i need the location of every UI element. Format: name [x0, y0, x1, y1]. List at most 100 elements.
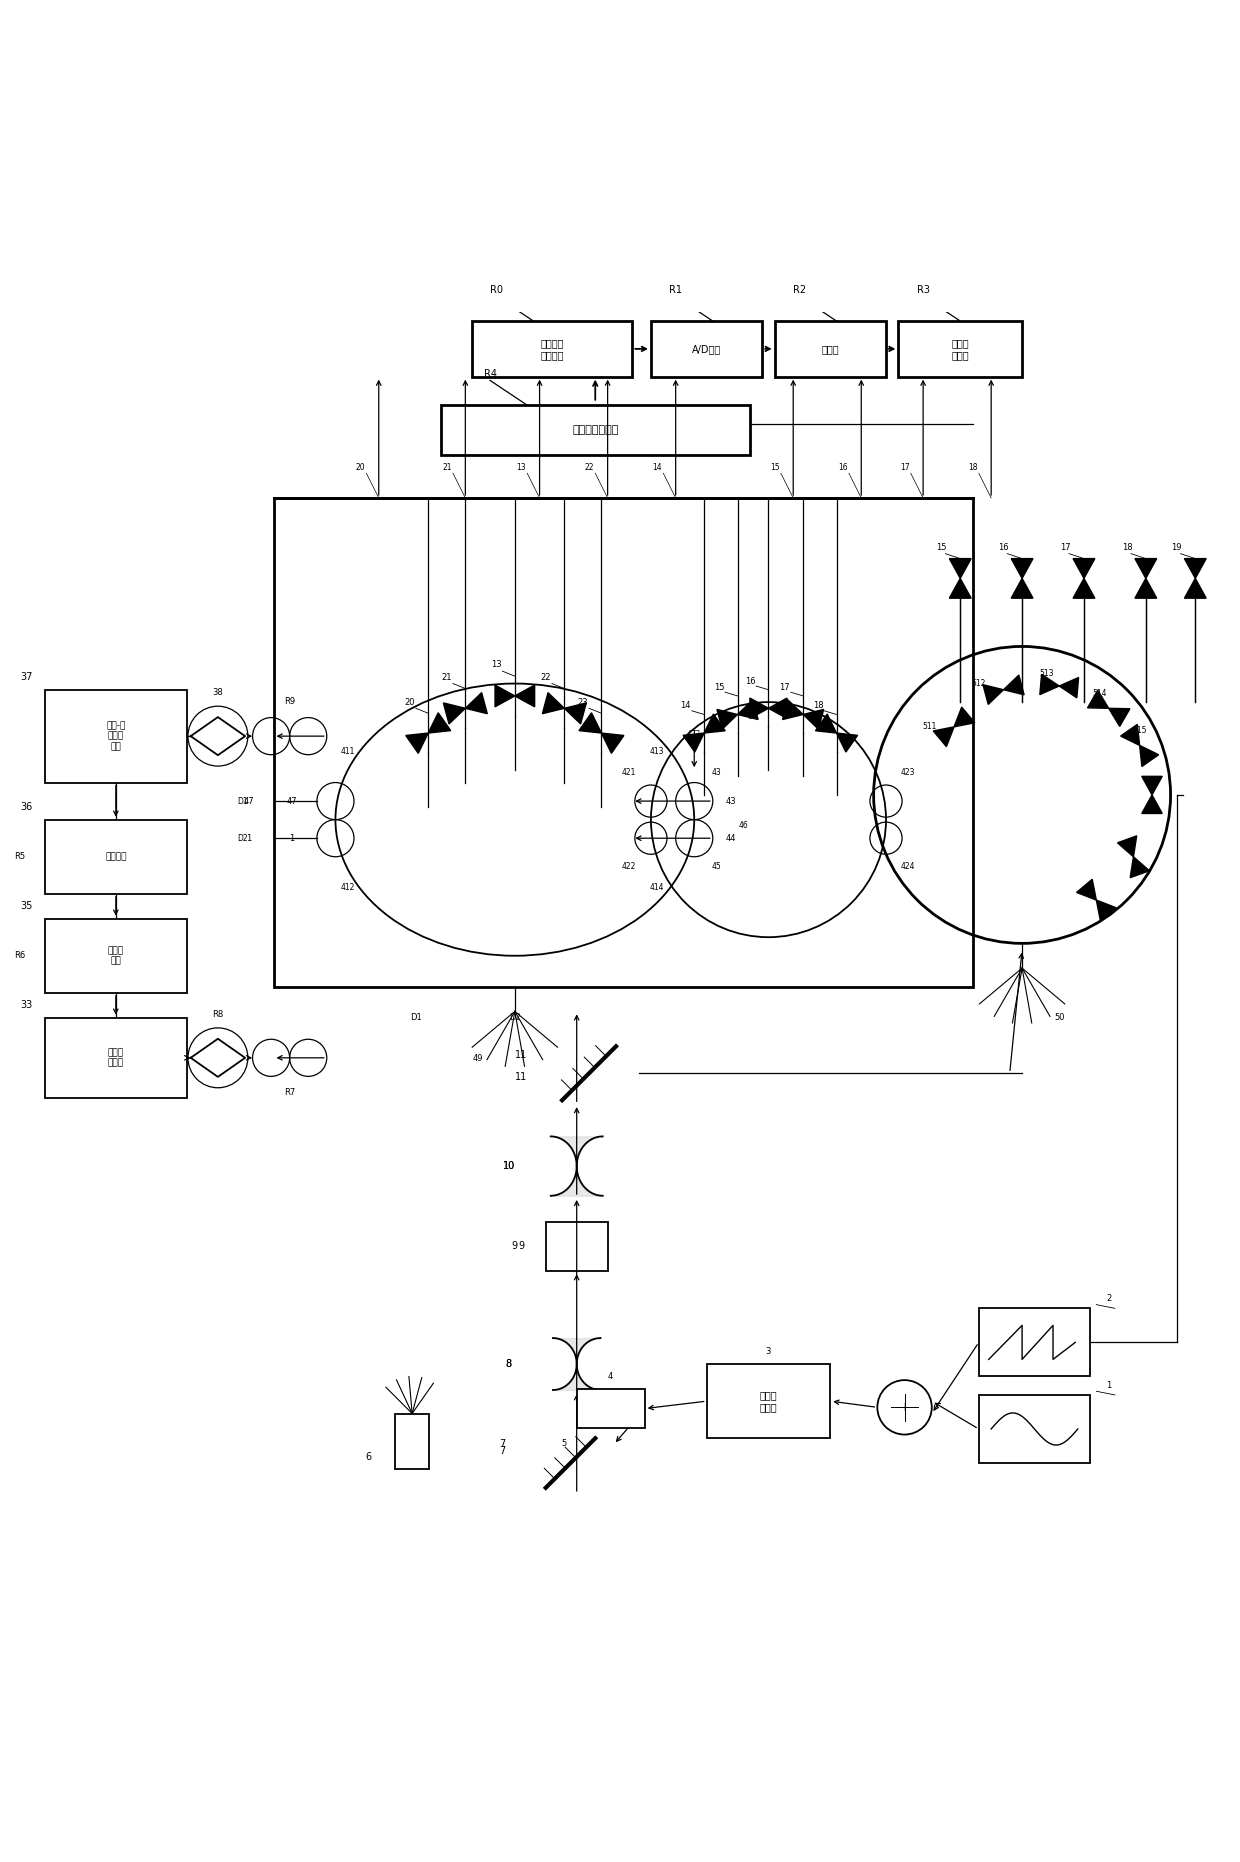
Polygon shape	[495, 685, 515, 708]
Bar	[978, 1309, 1090, 1376]
Bar	[651, 320, 763, 376]
Polygon shape	[515, 685, 534, 708]
Text: 47: 47	[286, 797, 298, 806]
Text: 13: 13	[516, 462, 526, 471]
Polygon shape	[816, 713, 837, 734]
Text: 20: 20	[356, 462, 365, 471]
Bar	[45, 819, 187, 894]
Text: 8: 8	[506, 1359, 512, 1369]
Text: 513: 513	[1039, 668, 1054, 678]
Polygon shape	[1109, 708, 1130, 726]
Text: R7: R7	[284, 1087, 295, 1097]
Bar	[978, 1395, 1090, 1464]
Text: 采集气
装置: 采集气 装置	[108, 946, 124, 965]
Polygon shape	[1121, 724, 1140, 745]
Polygon shape	[1076, 879, 1096, 899]
Text: 气体: 气体	[688, 728, 701, 737]
Text: D2: D2	[237, 834, 248, 843]
Text: 干燥装置: 干燥装置	[105, 853, 126, 862]
Bar	[45, 689, 187, 782]
Text: 413: 413	[650, 747, 665, 756]
Text: 50: 50	[1054, 1013, 1064, 1022]
Text: 19: 19	[1172, 544, 1182, 551]
Bar	[775, 320, 887, 376]
Text: 1: 1	[289, 834, 295, 843]
Polygon shape	[837, 734, 858, 752]
Text: R9: R9	[284, 696, 295, 706]
Text: 2: 2	[1106, 1294, 1111, 1303]
Text: 37: 37	[20, 672, 32, 681]
Polygon shape	[1003, 676, 1024, 695]
Text: 3: 3	[766, 1346, 771, 1356]
Text: R8: R8	[212, 1009, 223, 1019]
Text: 18: 18	[1122, 544, 1132, 551]
Polygon shape	[1011, 579, 1033, 598]
Text: 43: 43	[727, 797, 737, 806]
Polygon shape	[1130, 857, 1149, 877]
Polygon shape	[1117, 836, 1137, 857]
Bar	[471, 320, 632, 376]
Text: 22: 22	[584, 462, 594, 471]
Text: 15: 15	[714, 683, 724, 693]
Text: R4: R4	[484, 369, 496, 380]
Text: 7: 7	[500, 1445, 506, 1456]
Text: 4: 4	[608, 1372, 614, 1382]
Text: 21: 21	[441, 462, 451, 471]
Text: 15: 15	[936, 544, 947, 551]
Text: 411: 411	[341, 747, 355, 756]
Polygon shape	[1135, 559, 1157, 579]
Text: 43: 43	[712, 769, 722, 776]
Text: 421: 421	[621, 769, 636, 776]
Text: 控制激光器驱动: 控制激光器驱动	[572, 425, 619, 436]
Text: 35: 35	[20, 901, 32, 911]
Text: 512: 512	[972, 680, 986, 689]
Polygon shape	[950, 559, 971, 579]
Text: 45: 45	[712, 862, 722, 871]
Text: 47: 47	[243, 797, 254, 806]
Text: 7: 7	[500, 1439, 506, 1449]
Polygon shape	[1011, 559, 1033, 579]
Text: 17: 17	[1060, 544, 1070, 551]
Text: A/D转换: A/D转换	[692, 344, 722, 354]
Text: 9: 9	[512, 1242, 518, 1251]
Text: R2: R2	[792, 285, 806, 294]
Text: D1: D1	[410, 1013, 422, 1022]
Bar	[577, 1389, 645, 1428]
Text: D1: D1	[237, 797, 248, 806]
Text: +: +	[899, 1400, 910, 1413]
Polygon shape	[1059, 678, 1079, 698]
Text: 计算机: 计算机	[822, 344, 839, 354]
Polygon shape	[804, 709, 823, 730]
Text: 15: 15	[770, 462, 780, 471]
Polygon shape	[738, 700, 758, 719]
Text: 1: 1	[1106, 1380, 1111, 1389]
Polygon shape	[1096, 899, 1116, 922]
Text: 423: 423	[901, 769, 915, 776]
Polygon shape	[405, 734, 428, 754]
Text: 22: 22	[541, 672, 551, 681]
Text: 模拟滤波
放大电路: 模拟滤波 放大电路	[541, 339, 564, 359]
Bar	[546, 1221, 608, 1272]
Text: 515: 515	[1132, 726, 1147, 735]
Text: 16: 16	[838, 462, 847, 471]
Text: R0: R0	[490, 285, 502, 294]
Text: 36: 36	[20, 803, 32, 812]
Text: 514: 514	[1092, 689, 1107, 698]
Text: 传感烟
气装置: 传感烟 气装置	[108, 1048, 124, 1067]
Bar	[45, 1019, 187, 1099]
Bar	[440, 406, 750, 454]
Text: 46: 46	[739, 821, 749, 830]
Text: 424: 424	[901, 862, 915, 871]
Polygon shape	[983, 685, 1003, 704]
Text: 16: 16	[744, 676, 755, 685]
Polygon shape	[954, 708, 975, 726]
Text: 11: 11	[515, 1073, 527, 1082]
Bar	[898, 320, 1022, 376]
Text: 33: 33	[20, 1000, 32, 1011]
Bar	[394, 1413, 429, 1469]
Polygon shape	[601, 734, 624, 754]
Polygon shape	[1142, 795, 1162, 814]
Polygon shape	[950, 579, 971, 598]
Polygon shape	[934, 726, 954, 747]
Text: D2: D2	[508, 1013, 521, 1022]
